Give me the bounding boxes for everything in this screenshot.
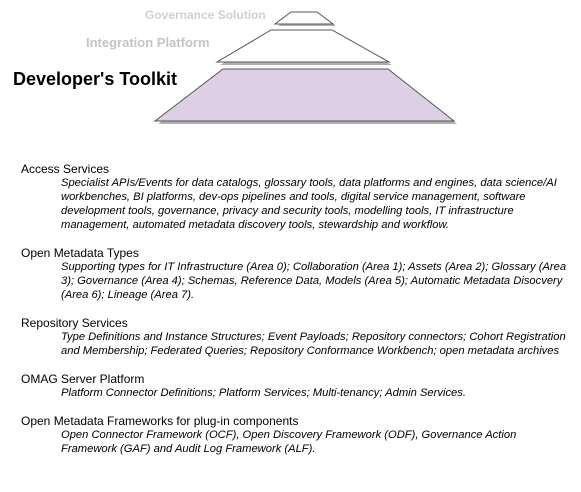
toolkit-sections: Access Services Specialist APIs/Events f… bbox=[21, 162, 573, 470]
section-title: Open Metadata Frameworks for plug-in com… bbox=[21, 414, 299, 428]
section-repository-services: Repository Services Type Definitions and… bbox=[21, 316, 573, 358]
developers-toolkit-label: Developer's Toolkit bbox=[13, 69, 177, 89]
section-access-services: Access Services Specialist APIs/Events f… bbox=[21, 162, 573, 232]
section-title: Repository Services bbox=[21, 316, 128, 330]
pyramid-tier-governance bbox=[273, 11, 335, 25]
section-open-metadata-frameworks: Open Metadata Frameworks for plug-in com… bbox=[21, 414, 573, 456]
section-omag-server-platform: OMAG Server Platform Platform Connector … bbox=[21, 372, 573, 400]
section-title: Open Metadata Types bbox=[21, 246, 139, 260]
section-description: Platform Connector Definitions; Platform… bbox=[61, 387, 466, 399]
pyramid-tier-toolkit bbox=[153, 68, 456, 122]
section-open-metadata-types: Open Metadata Types Supporting types for… bbox=[21, 246, 573, 302]
section-title: Access Services bbox=[21, 162, 110, 176]
section-description: Supporting types for IT Infrastructure (… bbox=[61, 261, 567, 301]
governance-solution-label: Governance Solution bbox=[145, 8, 266, 22]
section-description: Specialist APIs/Events for data catalogs… bbox=[61, 177, 557, 231]
section-description: Type Definitions and Instance Structures… bbox=[61, 331, 566, 357]
pyramid-tier-integration bbox=[215, 29, 391, 63]
section-description: Open Connector Framework (OCF), Open Dis… bbox=[61, 429, 517, 455]
section-title: OMAG Server Platform bbox=[21, 372, 145, 386]
pyramid-diagram bbox=[153, 11, 457, 124]
integration-platform-label: Integration Platform bbox=[86, 35, 210, 50]
